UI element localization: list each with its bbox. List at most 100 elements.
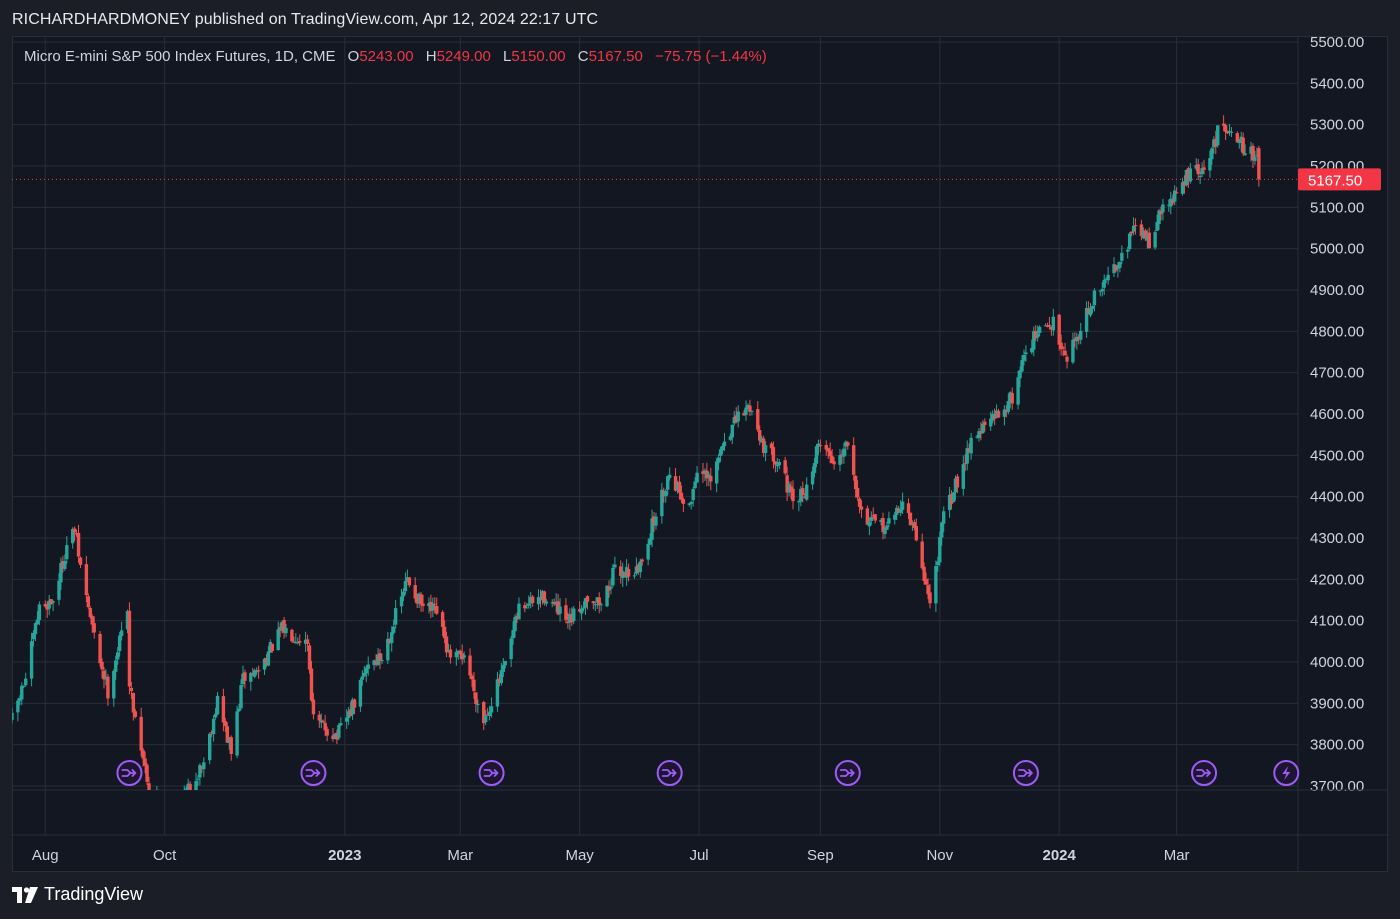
candle-body [634,566,639,574]
candle-body [572,608,576,621]
split-arrow-glyph [1196,769,1211,777]
candle-body [613,564,617,568]
candle-body [605,585,609,607]
dividend-event-icon[interactable] [1191,760,1218,786]
candle-body [376,654,380,665]
candle-body [695,472,699,483]
candle-body [646,543,650,560]
earnings-event-icon[interactable] [1273,760,1300,786]
dividend-event-icon[interactable] [300,760,327,786]
candle-body [503,661,507,666]
candle-body [981,423,985,434]
split-arrow-glyph [483,769,499,777]
candle-body [667,474,672,479]
candle-body [744,407,748,415]
candle-body [1200,168,1204,175]
candle-body [566,621,570,624]
candle-body [611,567,615,586]
candle-body [139,716,143,751]
candle-body [509,638,513,660]
candle-body [654,516,658,526]
high-value: 5249.00 [436,48,491,65]
candle-body [942,511,946,524]
candle-body [679,492,684,500]
time-tick-label: Nov [926,847,953,864]
candle-body [814,446,819,464]
candle-body [961,464,965,489]
candle-body [276,629,280,651]
candle-body [278,627,282,630]
dividend-event-icon[interactable] [116,760,143,786]
candle-body [804,484,809,500]
candle-body [812,463,817,473]
candle-body [405,577,410,582]
candle-body [98,633,102,664]
candle-body [442,626,447,639]
candle-body [910,523,915,525]
candle-body [879,520,883,522]
time-tick-label: Aug [32,847,59,864]
dividend-event-icon[interactable] [656,760,683,786]
candle-body [1155,222,1159,231]
candles-group [12,115,1261,795]
candle-body [92,623,96,633]
candle-body [323,722,327,731]
candle-body [133,711,138,718]
dividend-event-icon[interactable] [1012,760,1039,786]
candle-body [337,724,341,738]
price-tick-label: 4500.00 [1310,447,1364,464]
symbol-title[interactable]: Micro E-mini S&P 500 Index Futures, 1D, … [24,48,336,65]
candle-body [401,591,406,597]
candle-body [1225,130,1230,134]
candle-body [106,676,110,699]
price-tick-label: 5300.00 [1310,117,1364,134]
candle-body [45,605,49,610]
low-label: L [503,48,512,65]
price-tick-label: 4700.00 [1310,365,1364,382]
price-tick-label: 4600.00 [1310,406,1364,423]
candle-body [759,437,764,443]
dividend-event-icon[interactable] [834,760,861,786]
chart-panel[interactable] [12,36,1388,872]
price-tick-label: 4800.00 [1310,323,1364,340]
candle-body [983,421,987,425]
candle-body [622,572,627,576]
candle-body [838,455,842,465]
candle-body [374,661,378,665]
candle-body [1169,198,1173,207]
candle-body [1106,274,1110,281]
candle-body [871,515,875,517]
candle-body [660,489,664,517]
candle-body [742,412,746,416]
candle-body [965,448,969,464]
candle-body [229,737,233,755]
candle-body [1045,325,1050,328]
candle-body [311,699,316,715]
candle-body [799,488,803,502]
candle-body [552,601,556,604]
candle-body [906,503,911,514]
tradingview-logo[interactable]: TradingView [12,884,143,905]
candle-body [898,508,903,513]
candle-body [403,581,408,592]
candle-body [296,642,300,644]
candle-body [470,675,474,680]
price-tick-label: 3900.00 [1310,695,1364,712]
dividend-event-icon[interactable] [478,760,505,786]
price-tick-label: 4200.00 [1310,571,1364,588]
author-name[interactable]: RICHARDHARDMONEY [12,11,191,28]
candle-body [873,514,877,521]
candle-body [1180,182,1185,194]
candle-body [419,594,423,605]
candle-body [294,641,298,644]
candle-body [1104,278,1108,280]
candle-body [155,794,158,795]
candle-body [184,788,188,790]
candle-body [1243,153,1247,155]
candle-body [626,568,631,577]
price-tick-label: 3700.00 [1310,778,1364,795]
candle-body [855,487,860,498]
candle-body [22,685,26,687]
candle-body [200,767,204,769]
